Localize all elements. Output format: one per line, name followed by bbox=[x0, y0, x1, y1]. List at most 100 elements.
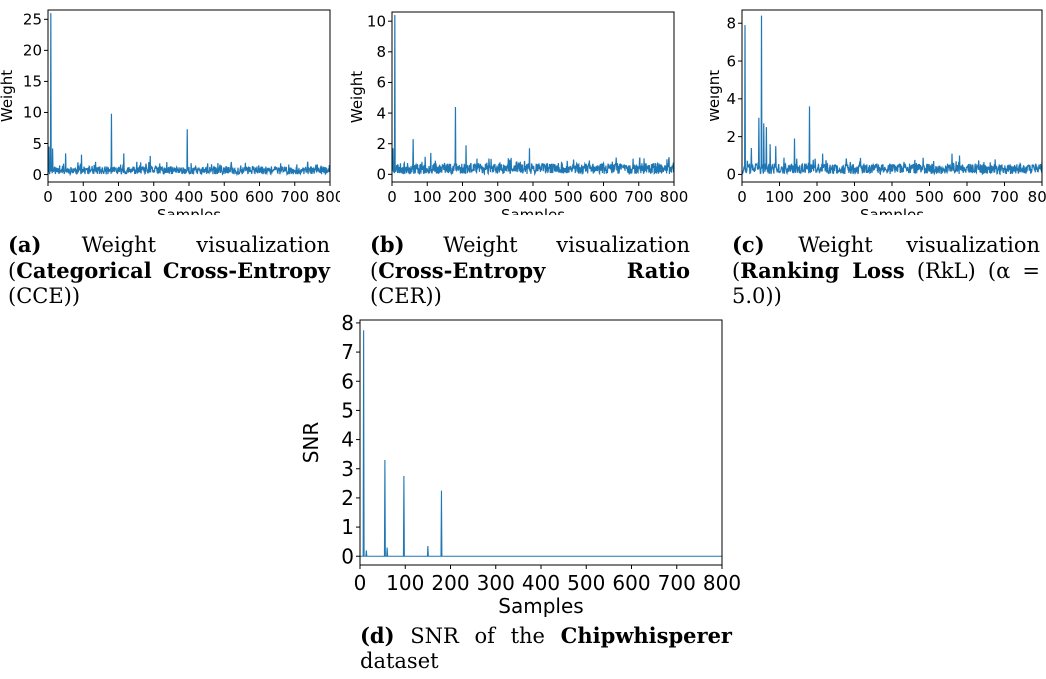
caption-d-text: SNR of the bbox=[410, 624, 545, 648]
caption-c-label: (c) bbox=[732, 232, 765, 257]
y-tick-label: 8 bbox=[376, 43, 386, 61]
x-tick-label: 600 bbox=[612, 571, 650, 595]
y-tick-label: 4 bbox=[341, 428, 354, 452]
x-axis-label: Samples bbox=[157, 206, 221, 215]
x-tick-label: 400 bbox=[175, 188, 204, 206]
y-tick-label: 2 bbox=[376, 135, 386, 153]
chart-panel-c: 0 100 200 300 400 500 600 700 800 0 2 4 6 8 Samples Wei… bbox=[705, 0, 1046, 224]
x-tick-label: 0 bbox=[354, 571, 367, 595]
snr-chart: 0 100 200 300 400 500 600 700 800 0 1 2 3 4 5 6 7 8 Sample… bbox=[299, 311, 741, 618]
x-tick-label: 400 bbox=[878, 188, 907, 206]
y-tick-label: 8 bbox=[341, 312, 354, 335]
y-tick-label: 8 bbox=[726, 14, 736, 32]
chart-panel-b: 0 100 200 300 400 500 600 700 800 0 2 4 6 8 10 Samples W… bbox=[348, 0, 690, 224]
y-tick-label: 5 bbox=[341, 398, 354, 422]
x-axis-label: Samples bbox=[501, 206, 565, 215]
x-tick-label: 0 bbox=[387, 188, 397, 206]
x-tick-label: 300 bbox=[477, 571, 515, 595]
y-tick-label: 2 bbox=[726, 128, 736, 146]
y-tick-label: 7 bbox=[341, 340, 354, 364]
caption-d-suffix: dataset bbox=[360, 649, 439, 673]
x-tick-label: 200 bbox=[803, 188, 832, 206]
x-tick-label: 500 bbox=[567, 571, 605, 595]
x-tick-label: 700 bbox=[990, 188, 1019, 206]
caption-d: (d) SNR of the Chipwhisperer dataset bbox=[360, 623, 732, 674]
x-tick-label: 800 bbox=[703, 571, 741, 595]
axes-frame bbox=[391, 11, 675, 183]
x-tick-label: 700 bbox=[280, 188, 309, 206]
caption-b-label: (b) bbox=[370, 232, 405, 257]
series-line bbox=[742, 15, 1042, 176]
x-tick-label: 200 bbox=[104, 188, 133, 206]
x-tick-label: 400 bbox=[519, 188, 548, 206]
axes-frame bbox=[741, 9, 1043, 183]
x-tick-label: 800 bbox=[1028, 188, 1046, 206]
x-tick-label: 500 bbox=[915, 188, 944, 206]
caption-b-text: Weight visualization ( bbox=[370, 233, 690, 283]
caption-c-text: Weight visualization ( bbox=[732, 233, 1040, 283]
series-line bbox=[48, 13, 330, 177]
weight-chart-cce: 0 100 200 300 400 500 600 700 800 0 5 10 15 20 25 Sampl… bbox=[0, 9, 344, 224]
series-line bbox=[360, 330, 722, 557]
y-tick-label: 20 bbox=[23, 42, 42, 60]
y-tick-label: 4 bbox=[376, 104, 386, 122]
y-axis-label: Weight bbox=[350, 71, 366, 123]
x-tick-label: 0 bbox=[43, 188, 53, 206]
x-tick-label: 800 bbox=[660, 188, 689, 206]
axes-frame bbox=[47, 9, 331, 183]
x-tick-label: 400 bbox=[522, 571, 560, 595]
caption-d-label: (d) bbox=[360, 623, 395, 648]
x-axis-label: Samples bbox=[498, 594, 583, 617]
x-tick-label: 600 bbox=[953, 188, 982, 206]
x-tick-label: 800 bbox=[316, 188, 340, 206]
caption-b-bold: Cross-Entropy Ratio bbox=[378, 258, 690, 283]
y-tick-label: 0 bbox=[341, 544, 354, 568]
caption-b-suffix: (CER)) bbox=[370, 284, 442, 308]
y-tick-label: 6 bbox=[341, 369, 354, 393]
caption-b: (b) Weight visualization (Cross-Entropy … bbox=[370, 232, 690, 309]
y-tick-label: 0 bbox=[32, 166, 42, 184]
weight-chart-rkl: 0 100 200 300 400 500 600 700 800 0 2 4 6 8 Samples Wei… bbox=[705, 9, 1046, 224]
x-tick-label: 300 bbox=[840, 188, 869, 206]
y-tick-label: 1 bbox=[341, 515, 354, 539]
x-tick-label: 200 bbox=[431, 571, 469, 595]
chart-panel-a: 0 100 200 300 400 500 600 700 800 0 5 10 15 20 25 Sampl… bbox=[0, 0, 344, 224]
y-axis-label: SNR bbox=[299, 422, 323, 464]
y-tick-label: 15 bbox=[23, 73, 42, 91]
series-line bbox=[392, 15, 674, 177]
caption-a-suffix: (CCE)) bbox=[8, 284, 81, 308]
caption-c: (c) Weight visualization (Ranking Loss (… bbox=[732, 232, 1040, 309]
y-tick-label: 10 bbox=[23, 104, 42, 122]
x-tick-label: 100 bbox=[386, 571, 424, 595]
y-tick-label: 5 bbox=[32, 135, 42, 153]
caption-c-bold: Ranking Loss bbox=[740, 258, 905, 283]
x-tick-label: 200 bbox=[448, 188, 477, 206]
caption-d-bold: Chipwhisperer bbox=[560, 623, 732, 648]
caption-c-suffix: (RkL) (α = 5.0)) bbox=[732, 259, 1040, 308]
x-tick-label: 300 bbox=[483, 188, 512, 206]
x-tick-label: 300 bbox=[139, 188, 168, 206]
y-axis-label: Weight bbox=[710, 70, 723, 122]
y-tick-label: 2 bbox=[341, 486, 354, 510]
x-tick-label: 100 bbox=[765, 188, 794, 206]
caption-a-bold: Categorical Cross-Entropy bbox=[16, 258, 330, 283]
caption-a-label: (a) bbox=[8, 232, 42, 257]
x-tick-label: 100 bbox=[69, 188, 98, 206]
x-tick-label: 700 bbox=[624, 188, 653, 206]
y-tick-label: 0 bbox=[726, 166, 736, 184]
weight-chart-cer: 0 100 200 300 400 500 600 700 800 0 2 4 6 8 10 Samples W… bbox=[348, 11, 689, 224]
x-axis-label: Samples bbox=[860, 206, 924, 215]
chart-panel-d: 0 100 200 300 400 500 600 700 800 0 1 2 3 4 5 6 7 8 Sample… bbox=[296, 311, 746, 618]
y-tick-label: 3 bbox=[341, 457, 354, 481]
y-tick-label: 6 bbox=[376, 74, 386, 92]
x-tick-label: 100 bbox=[413, 188, 442, 206]
axes-frame bbox=[359, 319, 723, 566]
x-tick-label: 600 bbox=[245, 188, 274, 206]
caption-a: (a) Weight visualization (Categorical Cr… bbox=[8, 232, 330, 309]
y-tick-label: 6 bbox=[726, 52, 736, 70]
y-tick-label: 0 bbox=[376, 166, 386, 184]
x-tick-label: 500 bbox=[554, 188, 583, 206]
y-tick-label: 25 bbox=[23, 11, 42, 29]
x-tick-label: 500 bbox=[210, 188, 239, 206]
x-tick-label: 700 bbox=[658, 571, 696, 595]
